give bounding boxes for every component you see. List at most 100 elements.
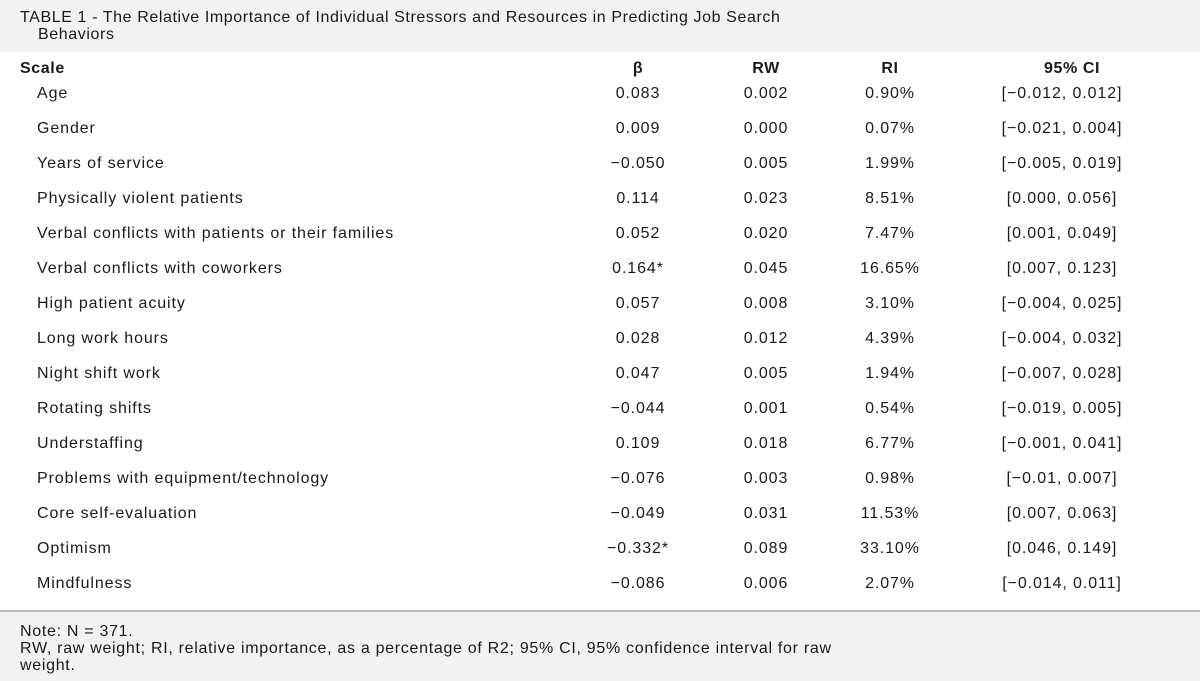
cell-beta: 0.114 [616, 190, 660, 207]
cell-ri: 11.53% [860, 505, 920, 522]
table-row: Core self-evaluation −0.049 0.031 11.53% [0.… [0, 504, 1200, 539]
divider [0, 610, 1200, 612]
cell-rw: 0.001 [743, 400, 789, 417]
cell-ri: 2.07% [865, 575, 915, 592]
cell-rw: 0.006 [743, 575, 789, 592]
header-ri: RI [881, 60, 899, 77]
table-row: Years of service −0.050 0.005 1.99% [−0.005,… [0, 154, 1200, 189]
cell-ci: [0.007, 0.123] [1006, 260, 1118, 277]
table-row: Physically violent patients 0.114 0.023 8.5… [0, 189, 1200, 224]
cell-scale: Understaffing [37, 435, 144, 452]
cell-beta: −0.050 [610, 155, 666, 172]
table-row: Verbal conflicts with patients or their … [0, 224, 1200, 259]
cell-ri: 6.77% [865, 435, 915, 452]
header-scale: Scale [20, 60, 65, 77]
table-row: Gender 0.009 0.000 0.07% [−0.021, 0.004] [0, 119, 1200, 154]
cell-rw: 0.020 [743, 225, 789, 242]
cell-ci: [−0.012, 0.012] [1001, 85, 1123, 102]
cell-ci: [−0.004, 0.025] [1001, 295, 1123, 312]
cell-ci: [−0.007, 0.028] [1001, 365, 1123, 382]
note-line-1: Note: N = 371. [20, 623, 134, 640]
table-row: Understaffing 0.109 0.018 6.77% [−0.001, 0.0… [0, 434, 1200, 469]
cell-beta: −0.049 [610, 505, 666, 522]
cell-beta: 0.109 [615, 435, 661, 452]
cell-beta: 0.047 [615, 365, 661, 382]
cell-ci: [0.001, 0.049] [1006, 225, 1118, 242]
cell-beta: 0.057 [615, 295, 661, 312]
cell-ci: [0.007, 0.063] [1006, 505, 1118, 522]
cell-ri: 4.39% [865, 330, 915, 347]
cell-ci: [−0.021, 0.004] [1001, 120, 1123, 137]
cell-scale: Gender [37, 120, 96, 137]
note-line-3: weight. [20, 657, 76, 674]
cell-beta: −0.332* [607, 540, 669, 557]
cell-ci: [0.000, 0.056] [1006, 190, 1118, 207]
cell-scale: High patient acuity [37, 295, 186, 312]
cell-beta: −0.076 [610, 470, 666, 487]
header-rw: RW [752, 60, 780, 77]
table-title: TABLE 1 - The Relative Importance of Ind… [20, 9, 1170, 43]
cell-ri: 33.10% [860, 540, 920, 557]
cell-rw: 0.005 [743, 365, 789, 382]
cell-ri: 1.94% [865, 365, 915, 382]
cell-rw: 0.023 [743, 190, 789, 207]
note-bar [0, 612, 1200, 681]
table-row: Long work hours 0.028 0.012 4.39% [−0.004, 0… [0, 329, 1200, 364]
table-row: Age 0.083 0.002 0.90% [−0.012, 0.012] [0, 84, 1200, 119]
cell-scale: Long work hours [37, 330, 169, 347]
cell-rw: 0.045 [743, 260, 789, 277]
cell-beta: −0.044 [610, 400, 666, 417]
table-title-line-1: TABLE 1 - The Relative Importance of Ind… [20, 9, 781, 26]
cell-ci: [−0.005, 0.019] [1001, 155, 1123, 172]
cell-scale: Physically violent patients [37, 190, 244, 207]
table-row: Mindfulness −0.086 0.006 2.07% [−0.014, 0.01… [0, 574, 1200, 609]
cell-rw: 0.000 [743, 120, 789, 137]
cell-scale: Problems with equipment/technology [37, 470, 330, 487]
table-row: Problems with equipment/technology −0.076… [0, 469, 1200, 504]
cell-ri: 8.51% [865, 190, 915, 207]
cell-beta: 0.009 [615, 120, 661, 137]
cell-ci: [−0.01, 0.007] [1006, 470, 1118, 487]
cell-rw: 0.005 [743, 155, 789, 172]
cell-ci: [−0.014, 0.011] [1002, 575, 1122, 592]
cell-ri: 1.99% [865, 155, 915, 172]
cell-scale: Age [37, 85, 69, 102]
cell-ri: 7.47% [865, 225, 915, 242]
header-beta: β [632, 60, 644, 77]
cell-scale: Verbal conflicts with coworkers [37, 260, 283, 277]
table-row: Night shift work 0.047 0.005 1.94% [−0.007, … [0, 364, 1200, 399]
cell-scale: Optimism [37, 540, 112, 557]
table-note: Note: N = 371. RW, raw weight; RI, relat… [20, 623, 1185, 674]
cell-beta: −0.086 [610, 575, 666, 592]
header-ci: 95% CI [1043, 60, 1101, 77]
table-row: Optimism −0.332* 0.089 33.10% [0.046, 0.149] [0, 539, 1200, 574]
cell-scale: Verbal conflicts with patients or their … [37, 225, 395, 242]
table-row: Verbal conflicts with coworkers 0.164* 0.0… [0, 259, 1200, 294]
cell-ri: 0.07% [865, 120, 915, 137]
cell-rw: 0.012 [743, 330, 789, 347]
cell-rw: 0.008 [743, 295, 789, 312]
note-line-2: RW, raw weight; RI, relative importance,… [20, 640, 832, 657]
cell-rw: 0.003 [743, 470, 789, 487]
cell-beta: 0.052 [615, 225, 661, 242]
cell-scale: Core self-evaluation [37, 505, 198, 522]
cell-beta: 0.028 [615, 330, 661, 347]
cell-rw: 0.031 [743, 505, 789, 522]
cell-scale: Night shift work [37, 365, 161, 382]
cell-scale: Mindfulness [37, 575, 133, 592]
cell-ci: [−0.004, 0.032] [1001, 330, 1123, 347]
table-title-line-2: Behaviors [38, 26, 115, 43]
cell-rw: 0.018 [743, 435, 789, 452]
cell-ci: [−0.019, 0.005] [1001, 400, 1123, 417]
cell-scale: Rotating shifts [37, 400, 152, 417]
table-row: High patient acuity 0.057 0.008 3.10% [−0.00… [0, 294, 1200, 329]
cell-ri: 0.98% [865, 470, 915, 487]
cell-rw: 0.089 [743, 540, 789, 557]
cell-ci: [0.046, 0.149] [1006, 540, 1118, 557]
cell-beta: 0.083 [615, 85, 661, 102]
table-row: Rotating shifts −0.044 0.001 0.54% [−0.019, … [0, 399, 1200, 434]
title-bar [0, 0, 1200, 52]
cell-ci: [−0.001, 0.041] [1001, 435, 1123, 452]
cell-ri: 3.10% [865, 295, 915, 312]
cell-scale: Years of service [37, 155, 165, 172]
